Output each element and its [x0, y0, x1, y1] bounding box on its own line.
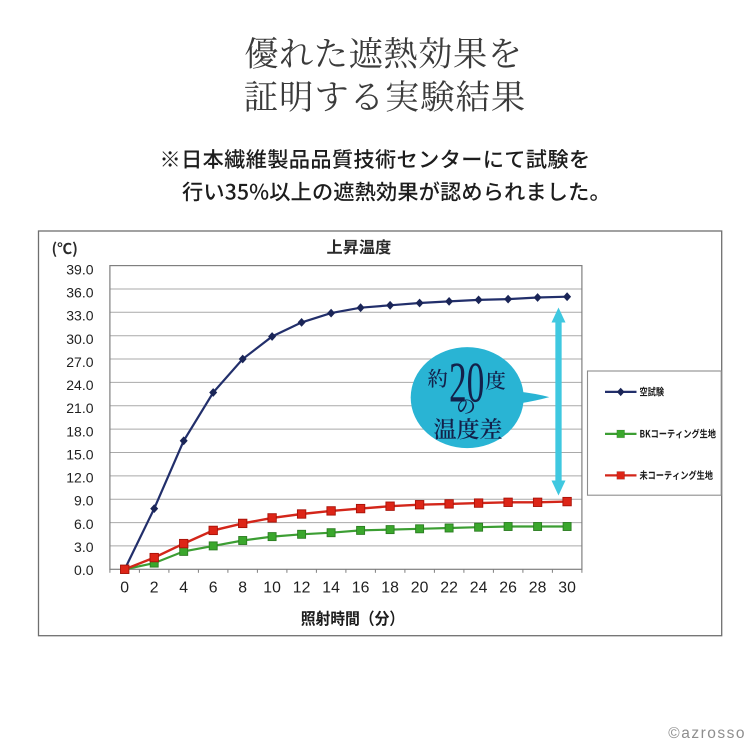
svg-text:6.0: 6.0 [74, 516, 94, 532]
svg-text:26: 26 [499, 580, 517, 597]
svg-text:20: 20 [411, 580, 429, 597]
svg-text:28: 28 [529, 580, 547, 597]
svg-text:33.0: 33.0 [66, 308, 93, 324]
svg-text:24: 24 [470, 580, 488, 597]
svg-text:30.0: 30.0 [66, 331, 93, 347]
svg-text:©azrosso: ©azrosso [668, 725, 746, 742]
svg-text:18: 18 [381, 580, 399, 597]
svg-text:4: 4 [179, 580, 188, 597]
svg-text:2: 2 [150, 580, 159, 597]
svg-text:10: 10 [263, 580, 281, 597]
svg-text:30: 30 [558, 580, 576, 597]
svg-text:0.0: 0.0 [74, 562, 94, 578]
svg-text:21.0: 21.0 [66, 400, 93, 416]
svg-text:27.0: 27.0 [66, 354, 93, 370]
svg-text:24.0: 24.0 [66, 377, 93, 393]
svg-text:8: 8 [238, 580, 247, 597]
svg-text:18.0: 18.0 [66, 423, 93, 439]
svg-text:15.0: 15.0 [66, 446, 93, 462]
svg-text:6: 6 [209, 580, 218, 597]
svg-text:3.0: 3.0 [74, 539, 94, 555]
svg-text:12.0: 12.0 [66, 470, 93, 486]
svg-text:0: 0 [120, 580, 129, 597]
svg-text:16: 16 [352, 580, 370, 597]
svg-text:9.0: 9.0 [74, 493, 94, 509]
svg-text:12: 12 [293, 580, 311, 597]
svg-text:14: 14 [322, 580, 340, 597]
svg-text:39.0: 39.0 [66, 262, 93, 278]
svg-text:22: 22 [440, 580, 458, 597]
svg-text:36.0: 36.0 [66, 285, 93, 301]
